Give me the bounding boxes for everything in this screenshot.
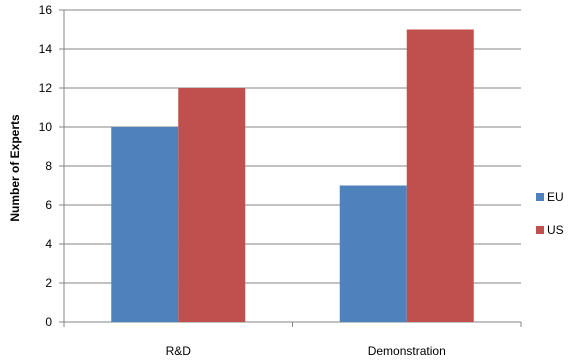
y-tick-label: 12	[39, 81, 53, 95]
y-tick-label: 10	[39, 120, 53, 134]
x-tick-label: Demonstration	[368, 344, 446, 358]
y-tick-label: 6	[45, 198, 52, 212]
bar-eu-1	[111, 127, 179, 322]
bar-eu-2	[339, 185, 407, 322]
y-tick-label: 14	[39, 42, 53, 56]
y-axis-ticks: 0 2 4 6 8 10 12 14 16	[39, 3, 64, 329]
legend-label-eu: EU	[547, 190, 564, 204]
legend-label-us: US	[547, 223, 564, 237]
y-tick-label: 16	[39, 3, 53, 17]
y-tick-label: 8	[45, 159, 52, 173]
bars	[111, 29, 474, 322]
x-tick-label: R&D	[166, 344, 192, 358]
x-axis-ticks: R&D Demonstration	[63, 322, 522, 358]
y-tick-label: 4	[45, 237, 52, 251]
legend-swatch-eu	[536, 193, 544, 201]
y-axis-title: Number of Experts	[8, 114, 22, 222]
legend-swatch-us	[536, 226, 544, 234]
y-tick-label: 2	[45, 276, 52, 290]
legend: EU US	[536, 190, 564, 237]
bar-us-2	[406, 29, 474, 322]
y-tick-label: 0	[45, 315, 52, 329]
bar-us-1	[178, 88, 246, 322]
